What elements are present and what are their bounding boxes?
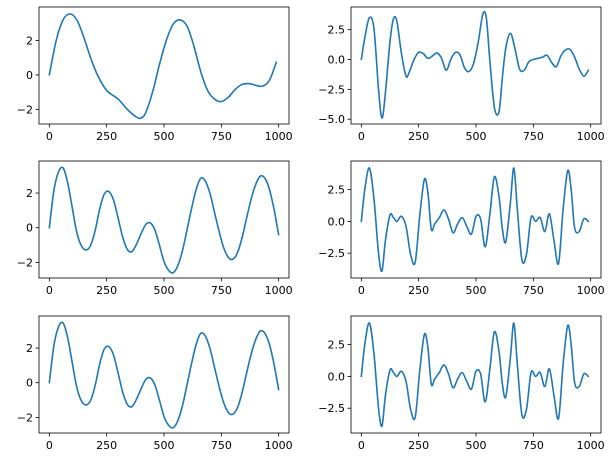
x-tick-label: 0 [358, 130, 365, 143]
series-line-5-1 [48, 321, 280, 429]
x-tick-label: 500 [154, 130, 175, 143]
x-tick-label: 750 [523, 130, 544, 143]
x-tick-label: 1000 [577, 284, 605, 297]
x-tick-label: 250 [96, 130, 117, 143]
series-line-4-1 [360, 167, 590, 273]
subplot-1: 0 250 500 750 1000 −2 0 2 [17, 6, 293, 143]
y-tick-label: 0.0 [328, 54, 346, 67]
x-tick-label: 0 [46, 284, 53, 297]
x-tick-label: 0 [46, 439, 53, 452]
x-tick-label: 250 [408, 439, 429, 452]
y-tick-label: −2 [17, 103, 33, 116]
x-tick-label: 250 [408, 284, 429, 297]
x-tick-label: 500 [154, 284, 175, 297]
y-tick-label: −5.0 [318, 113, 345, 126]
y-tick-label: −2 [17, 411, 33, 424]
y-tick-label: −2.5 [318, 402, 345, 415]
x-tick-label: 1000 [265, 284, 293, 297]
x-tick-label: 0 [358, 439, 365, 452]
x-tick-label: 500 [154, 439, 175, 452]
subplot-2: 0 250 500 750 1000 −5.0 −2.5 0.0 2.5 [318, 6, 605, 143]
x-tick-label: 1000 [265, 439, 293, 452]
x-tick-label: 250 [96, 284, 117, 297]
x-tick-label: 0 [46, 130, 53, 143]
series-line-2-1 [360, 10, 590, 119]
y-tick-label: 2 [26, 187, 33, 200]
y-tick-label: 0 [26, 377, 33, 390]
x-tick-label: 1000 [577, 439, 605, 452]
series-line-1-1 [48, 13, 278, 120]
x-tick-label: 750 [523, 439, 544, 452]
x-tick-label: 500 [466, 130, 487, 143]
y-tick-label: 2.5 [328, 339, 346, 352]
y-tick-label: 0.0 [328, 370, 346, 383]
subplot-5: 0 250 500 750 1000 −2 0 2 [17, 315, 293, 452]
x-tick-label: 500 [466, 284, 487, 297]
x-tick-label: 1000 [577, 130, 605, 143]
y-tick-label: 0 [26, 222, 33, 235]
x-tick-label: 750 [523, 284, 544, 297]
subplot-6: 0 250 500 750 1000 −2.5 0.0 2.5 [318, 315, 605, 452]
x-tick-label: 750 [211, 439, 232, 452]
series-line-6-1 [360, 322, 590, 428]
subplot-3: 0 250 500 750 1000 −2 0 2 [17, 160, 293, 297]
x-tick-label: 0 [358, 284, 365, 297]
y-tick-label: 2 [26, 35, 33, 48]
x-tick-label: 250 [408, 130, 429, 143]
y-tick-label: 2.5 [328, 24, 346, 37]
y-tick-label: −2.5 [318, 83, 345, 96]
x-tick-label: 750 [211, 130, 232, 143]
axes-frame [38, 6, 290, 125]
y-tick-label: −2.5 [318, 247, 345, 260]
subplot-4: 0 250 500 750 1000 −2.5 0.0 2.5 [318, 160, 605, 297]
y-tick-label: 0 [26, 69, 33, 82]
y-tick-label: 2.5 [328, 184, 346, 197]
x-tick-label: 250 [96, 439, 117, 452]
x-tick-label: 500 [466, 439, 487, 452]
y-tick-label: 2 [26, 342, 33, 355]
x-tick-label: 750 [211, 284, 232, 297]
x-tick-label: 1000 [265, 130, 293, 143]
y-tick-label: −2 [17, 256, 33, 269]
series-line-3-1 [48, 166, 280, 274]
y-tick-label: 0.0 [328, 215, 346, 228]
